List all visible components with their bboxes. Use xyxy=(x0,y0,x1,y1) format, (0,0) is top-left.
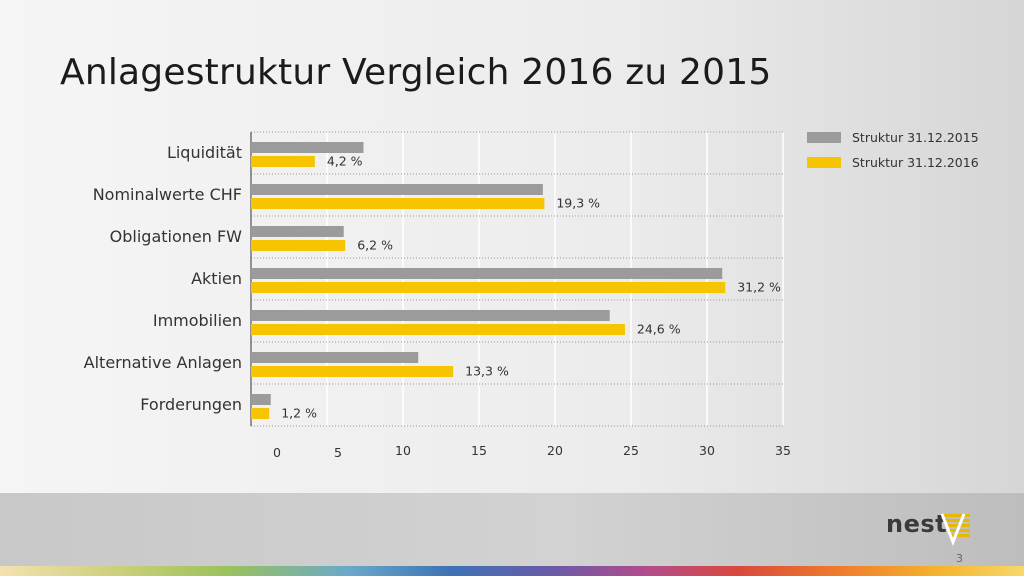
company-logo: nest xyxy=(886,510,948,538)
bar-2016 xyxy=(251,156,315,167)
bar-2016 xyxy=(251,198,545,209)
category-label: Liquidität xyxy=(167,143,242,162)
legend-label: Struktur 31.12.2015 xyxy=(852,130,979,145)
legend: Struktur 31.12.2015 Struktur 31.12.2016 xyxy=(807,130,979,170)
x-tick-label: 20 xyxy=(547,443,563,458)
page-number: 3 xyxy=(956,552,963,565)
footer-band xyxy=(0,493,1024,566)
legend-label: Struktur 31.12.2016 xyxy=(852,155,979,170)
x-tick-label: 35 xyxy=(775,443,791,458)
bars xyxy=(251,142,726,419)
bar-2016 xyxy=(251,240,346,251)
bar-chart: Liquidität 4,2 % Nominalwerte CHF 19,3 % Obl… xyxy=(84,130,979,460)
data-label: 24,6 % xyxy=(637,322,681,337)
color-strip xyxy=(0,566,1024,576)
data-label: 6,2 % xyxy=(357,238,393,253)
category-label: Nominalwerte CHF xyxy=(93,185,242,204)
bar-2015 xyxy=(251,142,364,153)
x-tick-label: 0 xyxy=(273,445,281,460)
bar-2015 xyxy=(251,268,723,279)
x-tick-label: 15 xyxy=(471,443,487,458)
bar-2016 xyxy=(251,366,454,377)
bar-2016 xyxy=(251,324,625,335)
bar-2015 xyxy=(251,184,543,195)
data-label: 1,2 % xyxy=(281,406,317,421)
category-label: Aktien xyxy=(191,269,242,288)
x-tick-label: 25 xyxy=(623,443,639,458)
bar-2016 xyxy=(251,408,270,419)
category-label: Obligationen FW xyxy=(110,227,243,246)
bar-2015 xyxy=(251,352,419,363)
slide-title: Anlagestruktur Vergleich 2016 zu 2015 xyxy=(60,52,772,93)
category-label: Alternative Anlagen xyxy=(84,353,242,372)
logo-mark-icon xyxy=(940,513,970,546)
data-label: 13,3 % xyxy=(465,364,509,379)
x-tick-label: 5 xyxy=(334,445,342,460)
x-tick-label: 30 xyxy=(699,443,715,458)
bar-2015 xyxy=(251,226,344,237)
legend-swatch xyxy=(807,132,841,143)
data-label: 4,2 % xyxy=(327,154,363,169)
category-label: Immobilien xyxy=(153,311,242,330)
bar-2015 xyxy=(251,394,271,405)
data-label: 31,2 % xyxy=(737,280,781,295)
category-label: Forderungen xyxy=(140,395,242,414)
labels: Liquidität 4,2 % Nominalwerte CHF 19,3 % Obl… xyxy=(84,143,791,460)
bar-2016 xyxy=(251,282,726,293)
x-tick-label: 10 xyxy=(395,443,411,458)
bar-2015 xyxy=(251,310,610,321)
legend-swatch xyxy=(807,157,841,168)
data-label: 19,3 % xyxy=(556,196,600,211)
